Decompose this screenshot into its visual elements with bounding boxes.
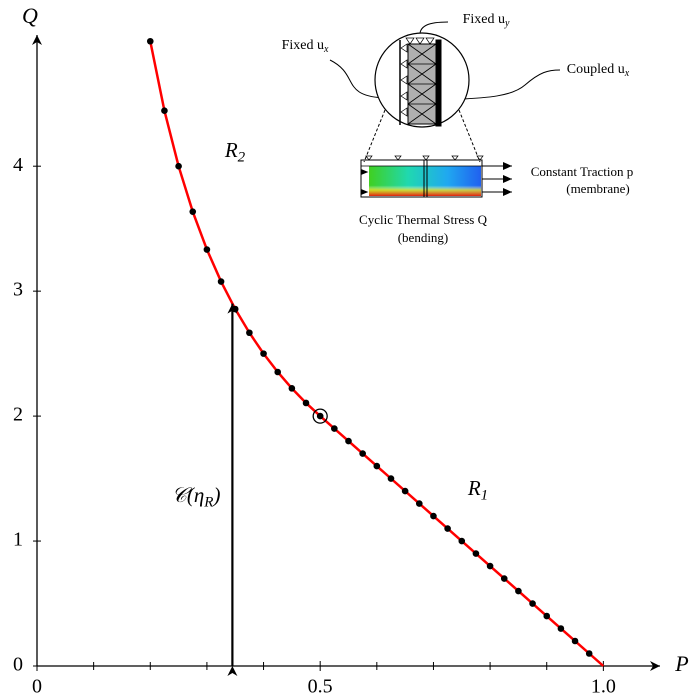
annotation-text: 𝒞(η — [172, 483, 205, 507]
data-point — [486, 562, 494, 570]
subscript: 2 — [238, 150, 246, 166]
annotation-text: R — [467, 476, 481, 500]
data-point — [543, 612, 551, 620]
x-tick-label: 0.5 — [308, 676, 333, 698]
annotation-text: (membrane) — [566, 181, 630, 196]
data-point — [472, 550, 480, 557]
data-point — [444, 525, 451, 532]
data-point — [217, 278, 225, 285]
data-point — [557, 625, 565, 632]
annotation: (bending) — [398, 230, 449, 245]
subscript: x — [323, 44, 329, 55]
data-point — [515, 587, 522, 595]
data-point — [302, 399, 310, 407]
data-point — [274, 368, 282, 376]
annotation-text: R — [224, 138, 238, 162]
annotation-text: Fixed u — [463, 12, 505, 27]
annotation-text: Coupled u — [567, 62, 625, 77]
subscript: x — [624, 68, 630, 79]
y-tick-label: 0 — [13, 654, 23, 676]
annotation: Coupled ux — [567, 62, 630, 79]
y-tick-label: 3 — [13, 279, 23, 301]
annotation: Fixed ux — [282, 38, 329, 55]
data-point — [288, 385, 296, 392]
inset-diagram — [329, 21, 561, 198]
data-point — [500, 575, 508, 582]
data-point — [345, 437, 352, 445]
data-point — [161, 107, 168, 115]
annotation: R1 — [467, 476, 488, 504]
data-point — [175, 162, 182, 170]
x-axis-label: P — [674, 651, 688, 676]
data-point — [529, 600, 536, 607]
data-point — [430, 512, 437, 520]
annotation: (membrane) — [566, 181, 630, 196]
annotation-text: Fixed u — [282, 38, 324, 53]
data-point — [359, 450, 366, 457]
data-point — [571, 637, 579, 645]
annotation-text: (bending) — [398, 230, 449, 245]
y-tick-label: 4 — [13, 154, 23, 176]
data-point — [458, 537, 466, 545]
annotation: Fixed uy — [463, 12, 510, 29]
subscript: R — [203, 495, 213, 511]
data-point — [316, 412, 324, 420]
annotation-text: ) — [212, 483, 220, 507]
data-point — [415, 500, 423, 507]
data-point — [331, 425, 338, 432]
x-tick-label: 0 — [32, 676, 42, 698]
x-tick-label: 1.0 — [591, 676, 616, 698]
y-tick-label: 1 — [13, 529, 23, 551]
data-point — [585, 650, 593, 657]
data-point — [387, 475, 395, 482]
y-tick-label: 2 — [13, 404, 23, 426]
curve — [149, 40, 605, 667]
highlight-point — [312, 408, 328, 424]
annotation: 𝒞(ηR) — [172, 483, 221, 511]
data-point — [260, 350, 267, 357]
data-point — [401, 487, 409, 495]
annotation: Constant Traction p — [531, 164, 634, 179]
data-point — [373, 462, 381, 470]
data-point — [146, 37, 154, 45]
annotation-text: Constant Traction p — [531, 164, 634, 179]
annotation: Cyclic Thermal Stress Q — [359, 212, 488, 227]
subscript: 1 — [481, 488, 489, 504]
annotation-text: Cyclic Thermal Stress Q — [359, 212, 488, 227]
data-point — [189, 208, 197, 215]
data-point — [246, 329, 253, 337]
y-axis-label: Q — [22, 3, 38, 28]
annotation: R2 — [224, 138, 246, 166]
data-point — [203, 246, 211, 253]
subscript: y — [504, 18, 510, 29]
